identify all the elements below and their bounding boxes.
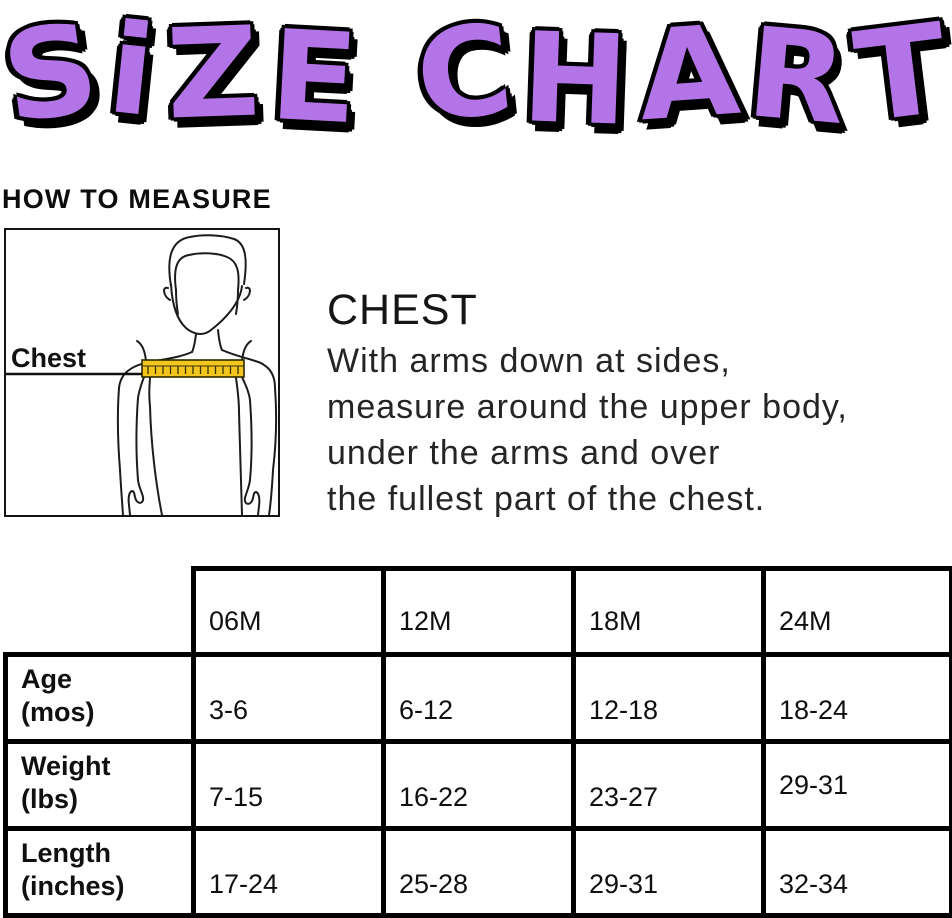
measuring-tape-icon bbox=[141, 359, 245, 378]
table-corner-cell bbox=[5, 568, 194, 655]
table-row-length: Length (inches) 17-24 25-28 29-31 32-34 bbox=[3, 826, 952, 918]
chest-instructions: CHEST With arms down at sides, measure a… bbox=[327, 286, 952, 522]
chest-heading: CHEST bbox=[327, 286, 478, 334]
chest-text-line: the fullest part of the chest. bbox=[327, 480, 766, 518]
cell-age-06m: 3-6 bbox=[191, 652, 386, 744]
table-row-age: Age (mos) 3-6 6-12 12-18 18-24 bbox=[3, 652, 952, 744]
how-to-measure-heading: HOW TO MEASURE bbox=[2, 184, 272, 214]
cell-age-24m: 18-24 bbox=[761, 652, 952, 744]
row-label-length: Length (inches) bbox=[3, 826, 196, 918]
title-letter: E bbox=[266, 2, 362, 152]
cell-length-06m: 17-24 bbox=[191, 826, 386, 918]
row-label-line: Age bbox=[21, 664, 73, 694]
column-header-06m: 06M bbox=[191, 566, 386, 657]
table-row-weight: Weight (lbs) 7-15 16-22 23-27 29-31 bbox=[3, 739, 952, 831]
cell-length-18m: 29-31 bbox=[571, 826, 766, 918]
size-table: 06M 12M 18M 24M Age (mos) 3-6 6-12 12-18… bbox=[3, 566, 952, 918]
row-label-line: (inches) bbox=[21, 871, 125, 901]
cell-weight-18m: 23-27 bbox=[571, 739, 766, 831]
cell-weight-24m: 29-31 bbox=[761, 739, 952, 831]
column-header-24m: 24M bbox=[761, 566, 952, 657]
column-header-18m: 18M bbox=[571, 566, 766, 657]
title-letter: C bbox=[409, 0, 520, 151]
title-letter: H bbox=[519, 4, 631, 154]
chest-text-line: With arms down at sides, bbox=[327, 342, 731, 380]
title-letter: T bbox=[848, 0, 952, 151]
cell-age-12m: 6-12 bbox=[381, 652, 576, 744]
row-label-line: Length bbox=[21, 838, 111, 868]
title-letter: Z bbox=[164, 0, 262, 148]
row-label-line: Weight bbox=[21, 751, 111, 781]
title-letter: S bbox=[0, 0, 107, 152]
cell-length-12m: 25-28 bbox=[381, 826, 576, 918]
chest-label: Chest bbox=[11, 343, 86, 373]
torso-outline bbox=[116, 234, 278, 515]
chest-text: With arms down at sides, measure around … bbox=[327, 338, 952, 522]
row-label-age: Age (mos) bbox=[3, 652, 196, 744]
title-letter: A bbox=[633, 0, 744, 149]
chest-text-line: measure around the upper body, bbox=[327, 388, 848, 426]
row-label-line: (mos) bbox=[21, 697, 95, 727]
torso-illustration: Chest bbox=[6, 234, 278, 515]
measure-figure: Chest bbox=[4, 228, 280, 517]
cell-age-18m: 12-18 bbox=[571, 652, 766, 744]
row-label-line: (lbs) bbox=[21, 784, 78, 814]
chest-text-line: under the arms and over bbox=[327, 434, 721, 472]
table-header-row: 06M 12M 18M 24M bbox=[5, 566, 952, 657]
title-letter: R bbox=[742, 0, 853, 153]
cell-weight-06m: 7-15 bbox=[191, 739, 386, 831]
column-header-12m: 12M bbox=[381, 566, 576, 657]
cell-length-24m: 32-34 bbox=[761, 826, 952, 918]
row-label-weight: Weight (lbs) bbox=[3, 739, 196, 831]
cell-weight-12m: 16-22 bbox=[381, 739, 576, 831]
title-letter: i bbox=[102, 0, 162, 145]
